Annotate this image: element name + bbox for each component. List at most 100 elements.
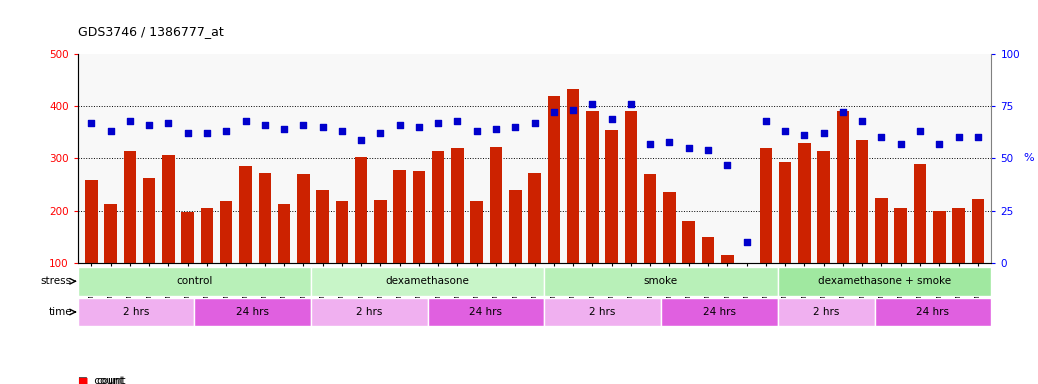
Point [603, 116, 620, 122]
Bar [85, 180, 98, 315]
Point [276, 126, 293, 132]
Point [893, 141, 909, 147]
Point [507, 124, 523, 130]
Bar [105, 204, 117, 315]
Bar [124, 151, 136, 315]
Point [815, 130, 831, 136]
Point [796, 132, 813, 139]
Bar [355, 157, 367, 315]
Text: dexamethasone + smoke: dexamethasone + smoke [818, 276, 951, 286]
Point [103, 128, 119, 134]
Bar [182, 212, 194, 315]
Bar [721, 255, 734, 315]
Bar [162, 155, 174, 315]
Bar [470, 201, 483, 315]
Point [238, 118, 254, 124]
Bar [760, 148, 772, 315]
Bar [837, 111, 849, 315]
Point [160, 120, 176, 126]
Text: 24 hrs: 24 hrs [917, 307, 950, 317]
Bar [509, 190, 521, 315]
Bar [682, 221, 695, 315]
Bar [239, 166, 252, 315]
Text: ■  count: ■ count [78, 376, 124, 384]
Text: 24 hrs: 24 hrs [237, 307, 269, 317]
Bar [374, 200, 387, 315]
Bar [586, 111, 599, 315]
Text: time: time [49, 307, 72, 317]
Point [83, 120, 100, 126]
Text: 2 hrs: 2 hrs [356, 307, 383, 317]
Point [719, 162, 736, 168]
Point [121, 118, 138, 124]
Bar [661, 298, 777, 326]
Bar [972, 199, 984, 315]
Bar [778, 162, 791, 315]
Bar [528, 173, 541, 315]
Bar [311, 267, 544, 296]
Bar [875, 198, 887, 315]
Text: ■: ■ [78, 376, 88, 384]
Bar [740, 284, 753, 315]
Point [391, 122, 408, 128]
Point [950, 134, 966, 141]
Text: 2 hrs: 2 hrs [813, 307, 840, 317]
Bar [605, 130, 618, 315]
Point [295, 122, 311, 128]
Point [700, 147, 716, 153]
Point [776, 128, 793, 134]
Point [565, 107, 581, 113]
Point [641, 141, 658, 147]
Bar [567, 89, 579, 315]
Bar [548, 96, 561, 315]
Point [546, 109, 563, 116]
Bar [200, 208, 213, 315]
Bar [413, 171, 426, 315]
Point [430, 120, 446, 126]
Bar [817, 151, 830, 315]
Point [661, 139, 678, 145]
Bar [220, 201, 233, 315]
Bar [452, 148, 464, 315]
Point [911, 128, 928, 134]
Text: GDS3746 / 1386777_at: GDS3746 / 1386777_at [78, 25, 223, 38]
Bar [702, 237, 714, 315]
Point [353, 136, 370, 142]
Point [256, 122, 273, 128]
Bar [913, 164, 926, 315]
Point [449, 118, 466, 124]
Bar [875, 298, 991, 326]
Bar [777, 267, 991, 296]
Text: control: control [176, 276, 213, 286]
Point [198, 130, 215, 136]
Bar [143, 178, 156, 315]
Bar [335, 201, 348, 315]
Bar [625, 111, 637, 315]
Bar [895, 208, 907, 315]
Point [333, 128, 350, 134]
Bar [663, 192, 676, 315]
Text: stress: stress [40, 276, 72, 286]
Text: dexamethasone: dexamethasone [386, 276, 469, 286]
Point [758, 118, 774, 124]
Bar [278, 204, 291, 315]
Point [372, 130, 388, 136]
Y-axis label: %: % [1023, 153, 1034, 164]
Bar [258, 173, 271, 315]
Bar [856, 140, 869, 315]
Point [488, 126, 504, 132]
Point [623, 101, 639, 107]
Bar [490, 147, 502, 315]
Bar [317, 190, 329, 315]
Point [218, 128, 235, 134]
Bar [194, 298, 311, 326]
Point [468, 128, 485, 134]
Bar [798, 143, 811, 315]
Bar [933, 211, 946, 315]
Point [180, 130, 196, 136]
Point [681, 145, 698, 151]
Bar [311, 298, 428, 326]
Text: 24 hrs: 24 hrs [469, 307, 502, 317]
Point [969, 134, 986, 141]
Bar [544, 298, 661, 326]
